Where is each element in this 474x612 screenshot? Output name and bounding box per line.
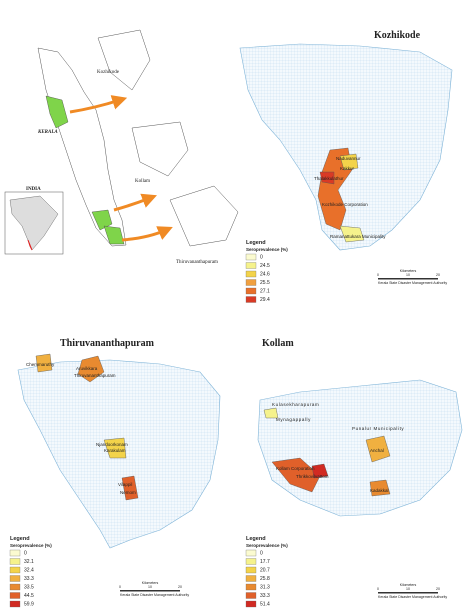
legend-subtitle: Seroprevalence (%) — [246, 247, 288, 252]
place-label: Karakulam — [104, 448, 126, 453]
legend-value: 33.3 — [260, 593, 270, 599]
legend-value: 31.3 — [260, 585, 270, 591]
legend-value: 44.5 — [24, 593, 34, 599]
legend-value: 24.5 — [260, 263, 270, 269]
legend-value: 32.1 — [24, 559, 34, 565]
legend-value: 27.1 — [260, 289, 270, 295]
place-label: Naduvannur — [336, 156, 361, 161]
legend-swatch — [245, 583, 257, 591]
thiruvananthapuram-map — [17, 353, 221, 549]
map-label: Thiruvananthapuram — [176, 260, 218, 265]
legend-value: 33.3 — [24, 576, 34, 582]
kollam-map — [257, 379, 463, 517]
place-label: Kadakkal — [370, 488, 389, 493]
legend-swatch — [245, 575, 257, 582]
scale-unit: Kilometers — [400, 269, 417, 273]
legend-swatch — [245, 549, 257, 557]
place-label: Chemmaruthy — [26, 362, 55, 367]
legend-swatch — [245, 287, 257, 295]
place-label: Vilappil — [118, 482, 132, 487]
legend-value: 29.4 — [260, 297, 270, 303]
legend-value: 17.7 — [260, 559, 270, 565]
map-label: Kozhikode — [97, 70, 120, 75]
scale-bar — [378, 278, 438, 280]
scale-unit: Kilometers — [142, 581, 159, 585]
scale-tick: 0 — [377, 273, 379, 277]
overview-map: Kozhikode KERALA INDIA Kollam Thiruvanan… — [4, 29, 239, 265]
legend-value: 51.4 — [260, 602, 270, 608]
scale-tick: 0 — [377, 587, 379, 591]
scale-tick: 10 — [148, 585, 152, 589]
scale-tick: 20 — [178, 585, 182, 589]
legend-subtitle: Seroprevalence (%) — [246, 543, 288, 548]
legend-title: Legend — [246, 240, 266, 246]
legend-value: 32.4 — [24, 568, 34, 574]
place-label: Ramanattukara Municipality — [330, 234, 386, 239]
panel-title: Thiruvananthapuram — [60, 338, 155, 349]
scale-unit: Kilometers — [400, 583, 417, 587]
panel-title: Kollam — [262, 338, 294, 349]
legend-swatch — [9, 558, 21, 565]
place-label: Thrikkovilvattom — [296, 474, 329, 479]
legend-value: 0 — [24, 551, 27, 557]
legend-value: 0 — [260, 551, 263, 557]
place-label: Punalur Municipality — [352, 426, 404, 431]
legend-title: Legend — [246, 536, 266, 542]
map-label: INDIA — [26, 187, 41, 192]
legend-swatch — [9, 566, 21, 574]
place-label: Njandoorkonam — [96, 442, 128, 447]
scale-bar — [378, 592, 438, 594]
legend-swatch — [245, 253, 257, 261]
legend-swatch — [9, 583, 21, 591]
legend-swatch — [9, 600, 21, 608]
place-label: Mynagappally — [276, 417, 311, 422]
scale-tick: 20 — [436, 587, 440, 591]
legend-value: 25.8 — [260, 576, 270, 582]
legend-swatch — [245, 592, 257, 599]
scale-bar — [120, 590, 180, 592]
scale-tick: 10 — [406, 273, 410, 277]
legend-value: 20.7 — [260, 568, 270, 574]
scale-tick: 10 — [406, 587, 410, 591]
legend-swatch — [9, 592, 21, 599]
legend-swatch — [245, 270, 257, 278]
panel-title: Kozhikode — [374, 30, 421, 41]
legend-swatch — [245, 262, 257, 269]
credit: Kerala State Disaster Management Authori… — [378, 595, 447, 599]
legend-value: 33.5 — [24, 585, 34, 591]
map-label: KERALA — [37, 130, 58, 135]
kozhikode-map — [239, 43, 453, 251]
place-label: Aruvikkara — [76, 366, 98, 371]
legend-swatch — [245, 279, 257, 286]
place-label: Kollam Corporation — [276, 466, 315, 471]
place-label: Thalakkulathur — [314, 176, 344, 181]
place-label: Anchal — [370, 448, 384, 453]
legend-value: 25.5 — [260, 280, 270, 286]
legend-swatch — [9, 549, 21, 557]
legend-value: 0 — [260, 255, 263, 261]
scale-tick: 20 — [436, 273, 440, 277]
legend-swatch — [245, 600, 257, 608]
place-label: Kulasekharapuram — [272, 402, 319, 407]
legend-title: Legend — [10, 536, 30, 542]
credit: Kerala State Disaster Management Authori… — [120, 593, 189, 597]
place-label: Nemom — [120, 490, 136, 495]
legend-value: 24.6 — [260, 272, 270, 278]
legend-swatch — [9, 575, 21, 582]
legend-value: 59.9 — [24, 602, 34, 608]
legend-swatch — [245, 566, 257, 574]
place-label: Kozhikode Corporation — [322, 202, 368, 207]
scale-tick: 0 — [119, 585, 121, 589]
place-label: Thiruvananthapuram — [74, 373, 116, 378]
legend-swatch — [245, 296, 257, 303]
place-label: Kakkur — [340, 166, 355, 171]
legend-swatch — [245, 558, 257, 565]
legend-subtitle: Seroprevalence (%) — [10, 543, 52, 548]
map-label: Kollam — [135, 179, 150, 184]
credit: Kerala State Disaster Management Authori… — [378, 281, 447, 285]
